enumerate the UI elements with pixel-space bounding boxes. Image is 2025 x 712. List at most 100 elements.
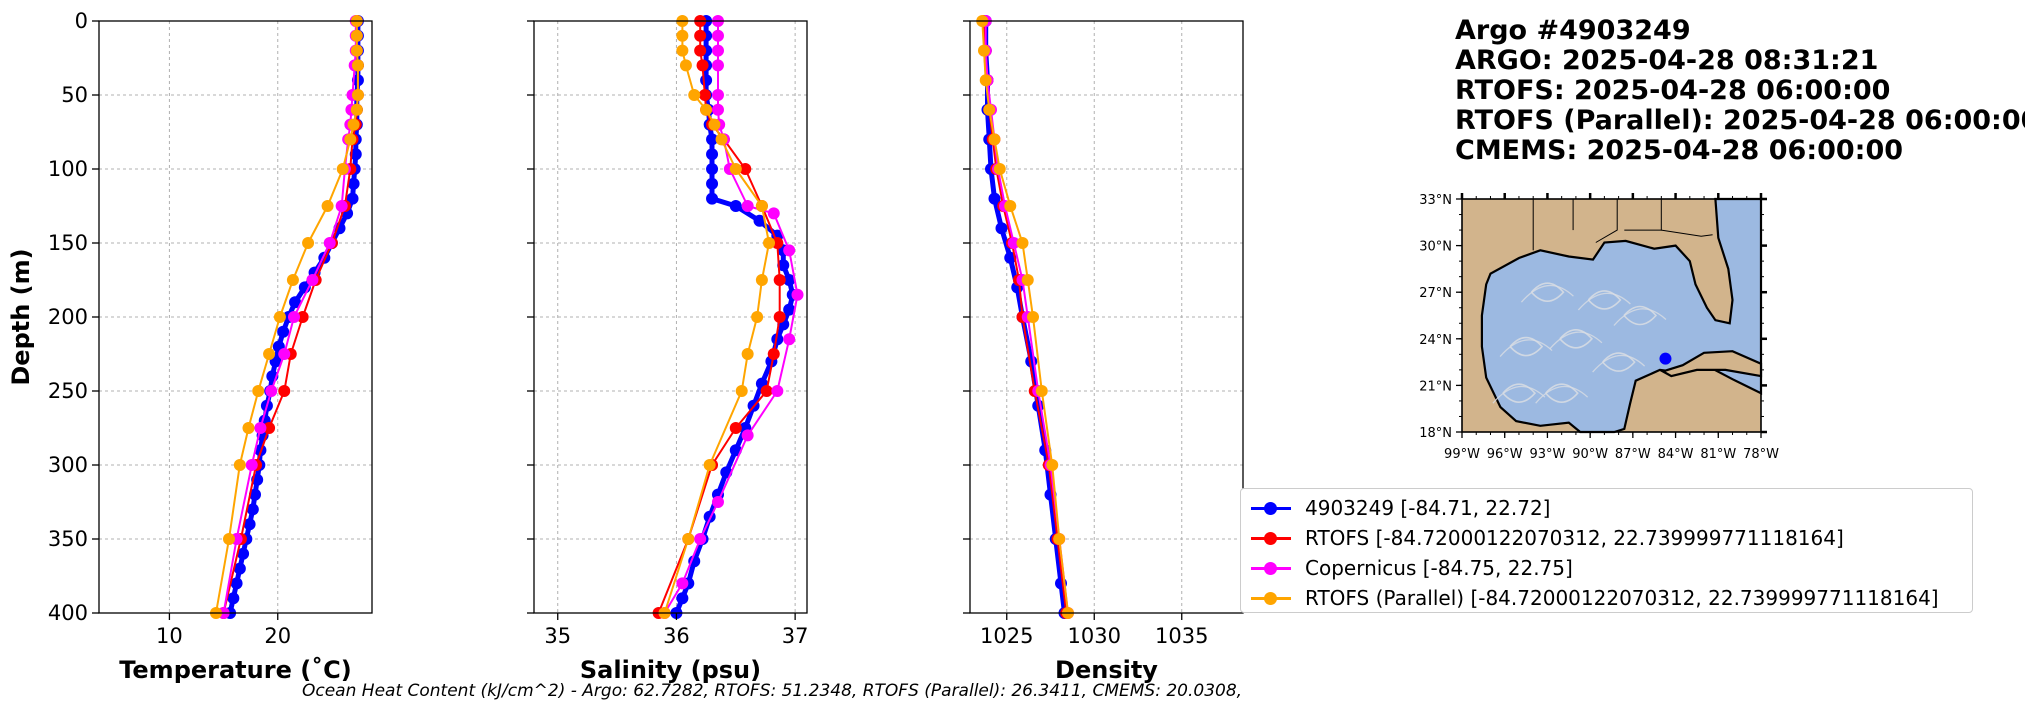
temperature-ytick-label: 150 [48,231,88,255]
map-lat-label: 24°N [1419,333,1452,348]
legend-swatch-copernicus [1251,560,1291,576]
map-current-streamline [1549,331,1603,350]
density-series-3-point [1027,311,1039,323]
salinity-series-3-point [688,89,701,101]
density-series-3-point [988,133,1001,146]
salinity-series-2-point [771,385,784,397]
title-line-float: Argo #4903249 [1455,15,1691,46]
salinity-series-0-point [706,148,719,161]
salinity-series-3-point [715,133,728,146]
density-xlabel: Density [1055,656,1158,684]
map-float-marker [1659,352,1672,365]
density-series-3-point [983,103,996,116]
temperature-series-0-point [346,192,359,205]
temperature-series-3-point [242,422,255,434]
map-current-streamline [1559,329,1593,349]
density-xtick-label: 1025 [980,624,1033,648]
density-xtick-label: 1035 [1155,624,1208,648]
density-panel: 1025 1030 1035 Density [963,15,1244,684]
salinity-series-2-point [791,288,804,301]
salinity-series-3-point [679,59,692,72]
salinity-series-3-point [755,274,768,286]
salinity-series-3-point [735,385,748,397]
density-series-3-point [1021,274,1034,286]
density-series-3-point [1004,200,1017,212]
map-lat-label: 18°N [1419,426,1452,441]
map-lon-label: 87°W [1615,447,1651,462]
salinity-series-2-point [676,577,689,590]
salinity-series-1-point [694,44,707,57]
legend-swatch-rtofs-parallel [1251,590,1291,606]
temperature-ytick-label: 300 [48,453,88,477]
map-lat-label: 27°N [1419,286,1452,301]
temperature-axes-frame [98,20,373,614]
salinity-series-0-point [706,177,719,190]
legend-label-argo: 4903249 [-84.71, 22.72] [1305,496,1551,520]
temperature-ytick-label: 50 [61,83,88,107]
legend-label-rtofs-parallel: RTOFS (Parallel) [-84.72000122070312, 22… [1305,586,1939,610]
salinity-series-2-point [711,29,724,42]
temperature-series-0-point [349,148,362,161]
map-current-streamline [1530,282,1565,302]
salinity-series-3-point [700,103,713,116]
map-current-streamline [1520,284,1574,303]
temperature-series-3-point [302,237,315,249]
temperature-series-0-point [227,592,240,605]
temperature-series-0-point [249,488,261,501]
temperature-ytick-label: 250 [48,379,88,403]
temperature-series-0-point [277,325,290,338]
title-line-argo-time: ARGO: 2025-04-28 08:31:21 [1455,45,1879,76]
density-series-3-point [979,74,992,87]
map-frame [1461,198,1762,433]
salinity-series-0-point [706,133,719,146]
salinity-series-3-point [751,311,764,323]
temperature-series-3-point [351,59,364,72]
salinity-series-1-point [773,311,786,323]
temperature-series-1-point [278,385,291,397]
legend-swatch-rtofs [1251,530,1291,546]
density-series-3-point [978,44,990,57]
salinity-series-3-point [729,163,742,175]
temperature-series-3-point [263,348,276,360]
density-series-2-point [1007,237,1020,249]
legend-item-rtofs: RTOFS [-84.72000122070312, 22.7399997711… [1251,523,1962,553]
temperature-panel: 0 50 100 150 200 250 300 350 400 10 20 Temperature … [7,9,373,684]
salinity-series-0-point [706,192,719,205]
salinity-series-2-point [783,244,796,257]
map-current-streamline [1587,290,1622,310]
temperature-series-0-point [243,518,256,531]
temperature-series-0-point [233,562,246,575]
temperature-series-0-point [347,177,360,190]
salinity-series-0-point [771,333,784,346]
temperature-xtick-label: 10 [156,624,183,648]
map-lon-label: 78°W [1743,447,1779,462]
salinity-series-2-point [711,103,724,116]
salinity-series-3-point [755,200,768,212]
temperature-ytick-label: 100 [48,157,88,181]
temperature-series-3-point [350,29,363,42]
temperature-ytick-label: 200 [48,305,88,329]
title-line-rtofs-time: RTOFS: 2025-04-28 06:00:00 [1455,75,1891,106]
salinity-series-2-point [741,200,754,212]
chart-legend: 4903249 [-84.71, 22.72] RTOFS [-84.72000… [1240,488,1973,613]
salinity-series-0-point [700,74,713,87]
density-series-0-point [988,192,1001,205]
map-lat-label: 21°N [1419,379,1452,394]
density-xtick-label: 1030 [1068,624,1121,648]
temperature-xlabel: Temperature (˚C) [119,656,352,684]
map-current-streamline [1502,383,1537,403]
temperature-series-1-point [296,311,309,323]
map-lat-label: 33°N [1419,193,1452,208]
salinity-series-2-point [767,207,780,220]
temperature-series-0-point [237,547,250,560]
map-state-border [1595,199,1618,243]
temperature-series-2-point [265,385,278,397]
temperature-series-3-point [344,133,357,146]
salinity-series-3-point [741,348,754,360]
salinity-series-2-point [711,44,724,57]
salinity-series-3-point [763,237,776,249]
density-axes-frame [969,20,1244,614]
map-lon-label: 96°W [1487,447,1523,462]
salinity-series-0-point [777,259,790,272]
salinity-series-1-point [698,89,711,101]
